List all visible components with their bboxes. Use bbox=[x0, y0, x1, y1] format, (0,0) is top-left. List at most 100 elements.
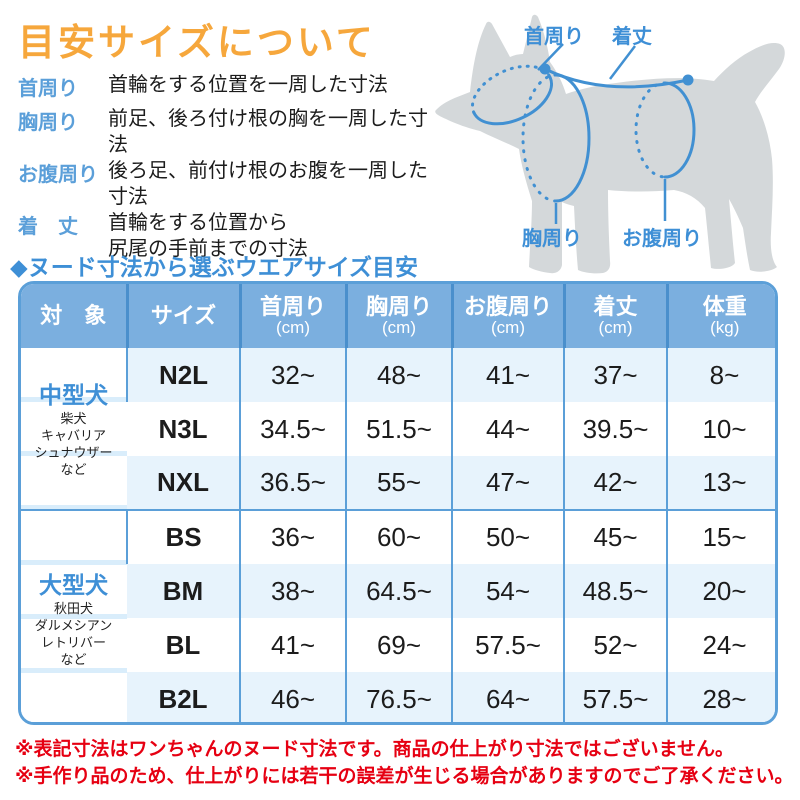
header-belly: お腹周り (cm) bbox=[450, 284, 564, 348]
table-row: N3L 34.5~ 51.5~ 44~ 39.5~ 10~ bbox=[21, 402, 775, 456]
legend-def-length-line2: 尻尾の手前までの寸法 bbox=[108, 238, 308, 260]
weight-value: 13~ bbox=[666, 456, 775, 510]
section-title: ◆ヌード寸法から選ぶウエアサイズ目安 bbox=[10, 254, 418, 280]
belly-value: 41~ bbox=[451, 348, 564, 402]
table-row: 中型犬 柴犬 キャバリア シュナウザー など N2L 32~ 48~ 41~ 3… bbox=[21, 348, 775, 510]
neck-value: 36~ bbox=[239, 509, 346, 564]
legend-row-neck: 首周り 首輪をする位置を一周した寸法 bbox=[18, 72, 438, 106]
legend-def-belly: 後ろ足、前付け根のお腹を一周した寸法 bbox=[108, 160, 428, 208]
weight-value: 8~ bbox=[666, 348, 775, 402]
neck-label-pointer bbox=[537, 43, 564, 71]
group-name-large: 大型犬 bbox=[39, 571, 108, 598]
diagram-label-belly: お腹周り bbox=[622, 228, 702, 250]
breed: 柴犬 bbox=[60, 410, 87, 426]
weight-value: 24~ bbox=[666, 618, 775, 672]
legend-row-chest: 胸周り 前足、後ろ付け根の胸を一周した寸法 bbox=[18, 106, 438, 158]
header-chest: 胸周り (cm) bbox=[344, 284, 452, 348]
table-row: B2L 46~ 76.5~ 64~ 57.5~ 28~ bbox=[21, 672, 775, 722]
breed: シュナウザー bbox=[34, 444, 113, 460]
chest-value: 64.5~ bbox=[345, 564, 452, 618]
length-value: 39.5~ bbox=[563, 402, 667, 456]
belly-value: 47~ bbox=[451, 456, 564, 510]
breed: レトリバー bbox=[40, 634, 106, 650]
measurement-legend: 首周り 首輪をする位置を一周した寸法 胸周り 前足、後ろ付け根の胸を一周した寸法… bbox=[18, 72, 438, 262]
length-label-pointer bbox=[609, 45, 636, 80]
breed: ダルメシアン bbox=[34, 617, 113, 633]
size-label: B2L bbox=[127, 672, 240, 722]
header-target: 対 象 bbox=[21, 284, 127, 348]
group-name-medium: 中型犬 bbox=[39, 381, 108, 408]
diagram-label-chest: 胸周り bbox=[522, 228, 582, 250]
table-row: BM 38~ 64.5~ 54~ 48.5~ 20~ bbox=[21, 564, 775, 618]
dog-measurement-diagram: 首周り 着丈 胸周り お腹周り bbox=[420, 0, 800, 300]
chest-girth-ellipse bbox=[521, 73, 591, 203]
legend-term-neck: 首周り bbox=[18, 78, 78, 100]
neck-value: 41~ bbox=[239, 618, 346, 672]
legend-term-length: 着 丈 bbox=[18, 216, 78, 238]
header-size: サイズ bbox=[125, 284, 240, 348]
size-label: N3L bbox=[127, 402, 240, 456]
neck-value: 34.5~ bbox=[239, 402, 346, 456]
legend-term-chest: 胸周り bbox=[18, 112, 78, 134]
chest-value: 60~ bbox=[345, 509, 452, 564]
chest-value: 76.5~ bbox=[345, 672, 452, 722]
target-group-large: 大型犬 秋田犬 ダルメシアン レトリバー など bbox=[21, 509, 127, 722]
neck-value: 32~ bbox=[239, 348, 346, 402]
length-value: 52~ bbox=[563, 618, 667, 672]
dog-silhouette bbox=[435, 14, 785, 274]
neck-value: 38~ bbox=[239, 564, 346, 618]
table-row: 大型犬 秋田犬 ダルメシアン レトリバー など BS 36~ 60~ 50~ 4… bbox=[21, 509, 775, 722]
header-weight: 体重 (kg) bbox=[665, 284, 775, 348]
legend-term-belly: お腹周り bbox=[18, 164, 98, 186]
weight-value: 28~ bbox=[666, 672, 775, 722]
breed: など bbox=[60, 651, 87, 667]
diagram-label-neck: 首周り bbox=[524, 26, 584, 48]
weight-value: 20~ bbox=[666, 564, 775, 618]
legend-def-chest: 前足、後ろ付け根の胸を一周した寸法 bbox=[108, 108, 428, 156]
breed: 秋田犬 bbox=[53, 600, 93, 616]
legend-row-length: 着 丈 首輪をする位置から 尻尾の手前までの寸法 bbox=[18, 210, 438, 262]
table-header-row: 対 象 サイズ 首周り (cm) 胸周り (cm) お腹周り (cm) 着丈 (cm) … bbox=[21, 284, 775, 348]
belly-value: 50~ bbox=[451, 509, 564, 564]
table-row: NXL 36.5~ 55~ 47~ 42~ 13~ bbox=[21, 456, 775, 510]
belly-value: 64~ bbox=[451, 672, 564, 722]
legend-row-belly: お腹周り 後ろ足、前付け根のお腹を一周した寸法 bbox=[18, 158, 438, 210]
dog-silhouette-illustration bbox=[435, 14, 785, 274]
legend-def-neck: 首輪をする位置を一周した寸法 bbox=[108, 74, 388, 96]
chest-value: 69~ bbox=[345, 618, 452, 672]
size-label: N2L bbox=[126, 348, 240, 402]
chest-value: 51.5~ bbox=[345, 402, 452, 456]
belly-value: 54~ bbox=[451, 564, 564, 618]
size-label: BL bbox=[127, 618, 240, 672]
breed: キャバリア bbox=[40, 427, 106, 443]
weight-value: 10~ bbox=[666, 402, 775, 456]
size-label: BS bbox=[126, 509, 240, 564]
legend-def-length: 首輪をする位置から 尻尾の手前までの寸法 bbox=[108, 210, 308, 262]
legend-def-length-line1: 首輪をする位置から bbox=[108, 212, 288, 234]
length-value: 57.5~ bbox=[563, 672, 667, 722]
header-length: 着丈 (cm) bbox=[562, 284, 667, 348]
neck-value: 46~ bbox=[239, 672, 346, 722]
belly-value: 44~ bbox=[451, 402, 564, 456]
table-row: BL 41~ 69~ 57.5~ 52~ 24~ bbox=[21, 618, 775, 672]
length-value: 37~ bbox=[563, 348, 667, 402]
footer-notes: ※表記寸法はワンちゃんのヌード寸法です。商品の仕上がり寸法ではございません。 ※… bbox=[15, 736, 795, 790]
page-title: 目安サイズについて bbox=[18, 22, 376, 63]
note-nude-size: ※表記寸法はワンちゃんのヌード寸法です。商品の仕上がり寸法ではございません。 bbox=[15, 739, 735, 760]
target-group-medium: 中型犬 柴犬 キャバリア シュナウザー など bbox=[21, 348, 127, 510]
length-value: 48.5~ bbox=[563, 564, 667, 618]
belly-girth-ellipse bbox=[634, 81, 696, 179]
neck-value: 36.5~ bbox=[239, 456, 346, 510]
belly-value: 57.5~ bbox=[451, 618, 564, 672]
breed: など bbox=[60, 461, 87, 477]
weight-value: 15~ bbox=[666, 509, 775, 564]
diagram-label-length: 着丈 bbox=[612, 26, 652, 48]
header-neck: 首周り (cm) bbox=[238, 284, 346, 348]
length-value: 42~ bbox=[563, 456, 667, 510]
note-handmade: ※手作り品のため、仕上がりには若干の誤差が生じる場合がありますのでご了承ください… bbox=[15, 766, 794, 787]
length-value: 45~ bbox=[563, 509, 667, 564]
size-table: 対 象 サイズ 首周り (cm) 胸周り (cm) お腹周り (cm) 着丈 (cm) … bbox=[18, 281, 778, 725]
chest-value: 55~ bbox=[345, 456, 452, 510]
size-label: BM bbox=[127, 564, 240, 618]
